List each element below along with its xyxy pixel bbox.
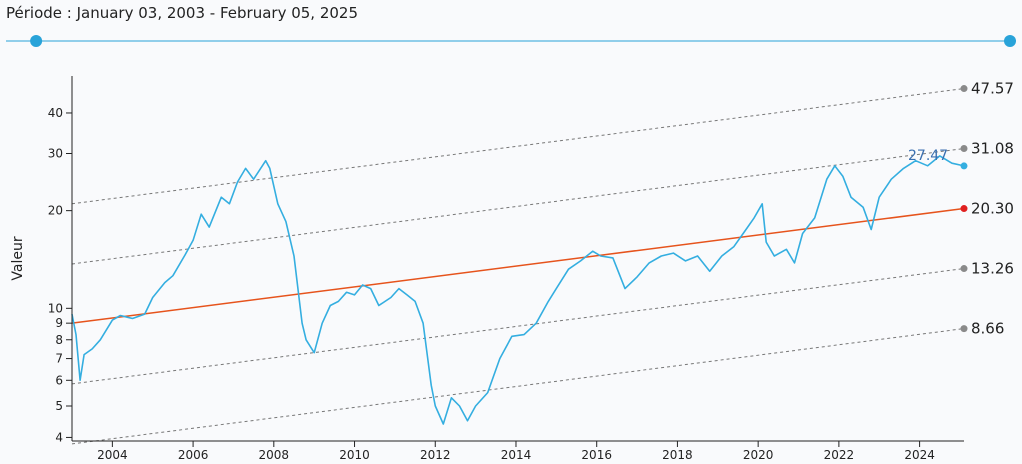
period-start: January 03, 2003 bbox=[76, 4, 206, 22]
y-tick-label-1: 5 bbox=[55, 399, 63, 413]
x-tick-label-0: 2004 bbox=[97, 448, 128, 462]
period-separator: - bbox=[205, 4, 220, 22]
price-series bbox=[71, 155, 965, 425]
x-tick-label-7: 2018 bbox=[662, 448, 693, 462]
band-line-3 bbox=[71, 268, 965, 385]
band-line-0 bbox=[71, 88, 965, 205]
x-tick-label-3: 2010 bbox=[339, 448, 370, 462]
band-label-3: 13.26 bbox=[971, 260, 1014, 278]
y-axis-title: Valeur bbox=[10, 236, 26, 280]
x-tick-label-2: 2008 bbox=[259, 448, 290, 462]
band-label-4: 8.66 bbox=[971, 320, 1004, 338]
band-marker-1 bbox=[960, 145, 968, 153]
y-tick-label-9: 40 bbox=[48, 106, 63, 120]
x-tick-label-6: 2016 bbox=[581, 448, 612, 462]
y-tick-label-5: 9 bbox=[55, 316, 63, 330]
x-tick-label-10: 2024 bbox=[904, 448, 935, 462]
period-end: February 05, 2025 bbox=[219, 4, 359, 22]
band-line-4 bbox=[71, 328, 965, 445]
period-prefix: Période : bbox=[6, 4, 77, 22]
band-marker-3 bbox=[960, 265, 968, 273]
y-tick-label-4: 8 bbox=[55, 333, 63, 347]
x-tick-label-4: 2012 bbox=[420, 448, 451, 462]
date-range-slider[interactable] bbox=[0, 0, 1022, 60]
y-tick-label-2: 6 bbox=[55, 373, 63, 387]
band-label-1: 31.08 bbox=[971, 140, 1014, 158]
band-label-2: 20.30 bbox=[971, 200, 1014, 218]
band-line-1 bbox=[71, 148, 965, 265]
current-value-marker bbox=[960, 162, 968, 170]
band-marker-4 bbox=[960, 325, 968, 333]
band-line-2 bbox=[71, 207, 965, 324]
slider-start-handle[interactable] bbox=[30, 35, 43, 47]
y-tick-label-3: 7 bbox=[55, 352, 63, 366]
current-value-label: 27.47 bbox=[908, 148, 948, 164]
x-tick-label-9: 2022 bbox=[824, 448, 855, 462]
y-tick-label-7: 20 bbox=[48, 204, 63, 218]
x-tick-label-8: 2020 bbox=[743, 448, 774, 462]
y-tick-label-0: 4 bbox=[55, 430, 63, 444]
band-marker-2 bbox=[960, 205, 968, 213]
x-tick-label-1: 2006 bbox=[178, 448, 209, 462]
slider-end-handle[interactable] bbox=[1004, 35, 1016, 47]
period-label: Période : January 03, 2003 - February 05… bbox=[6, 4, 358, 22]
x-tick-label-5: 2014 bbox=[501, 448, 532, 462]
chart-axes: 4 5 6 7 8 910 20 30 40 2004 2006 2008 2010 2012 2014 20… bbox=[48, 76, 964, 462]
y-tick-label-8: 30 bbox=[48, 147, 63, 161]
band-markers: 47.57 31.08 20.30 13.26 8.66 bbox=[960, 80, 1014, 338]
band-label-0: 47.57 bbox=[971, 80, 1014, 98]
series-line-0 bbox=[71, 155, 965, 425]
band-marker-0 bbox=[960, 85, 968, 93]
y-tick-label-6: 10 bbox=[48, 301, 63, 315]
regression-bands bbox=[71, 88, 965, 445]
